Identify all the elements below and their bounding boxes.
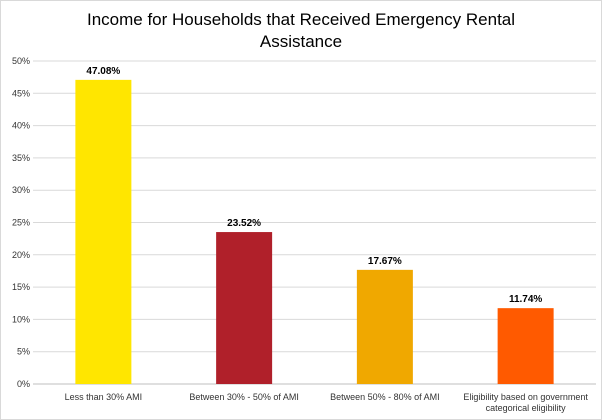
y-tick-label: 20% (12, 250, 30, 260)
y-tick-label: 30% (12, 185, 30, 195)
bar (356, 269, 413, 384)
x-tick-label: Between 30% - 50% of AMI (189, 392, 299, 402)
chart-title: Income for Households that Received Emer… (86, 10, 516, 51)
data-label: 11.74% (509, 294, 542, 305)
bar (216, 232, 273, 384)
data-label: 23.52% (227, 218, 261, 229)
bar (497, 308, 554, 384)
x-tick-label: Less than 30% AMI (65, 392, 143, 402)
x-tick-label: Eligibility based on government (463, 392, 588, 402)
y-tick-label: 40% (12, 121, 30, 131)
y-tick-label: 10% (12, 314, 30, 324)
y-tick-label: 5% (17, 347, 30, 357)
y-tick-label: 50% (12, 56, 30, 66)
y-tick-label: 15% (12, 282, 30, 292)
y-tick-label: 35% (12, 153, 30, 163)
y-tick-label: 25% (12, 218, 30, 228)
bar (75, 79, 132, 385)
data-label: 47.08% (86, 66, 120, 77)
x-tick-label: Between 50% - 80% of AMI (330, 392, 440, 402)
y-tick-label: 0% (17, 379, 30, 389)
data-label: 17.67% (368, 256, 402, 267)
x-tick-label: categorical eligibility (486, 403, 567, 413)
y-tick-label: 45% (12, 88, 30, 98)
